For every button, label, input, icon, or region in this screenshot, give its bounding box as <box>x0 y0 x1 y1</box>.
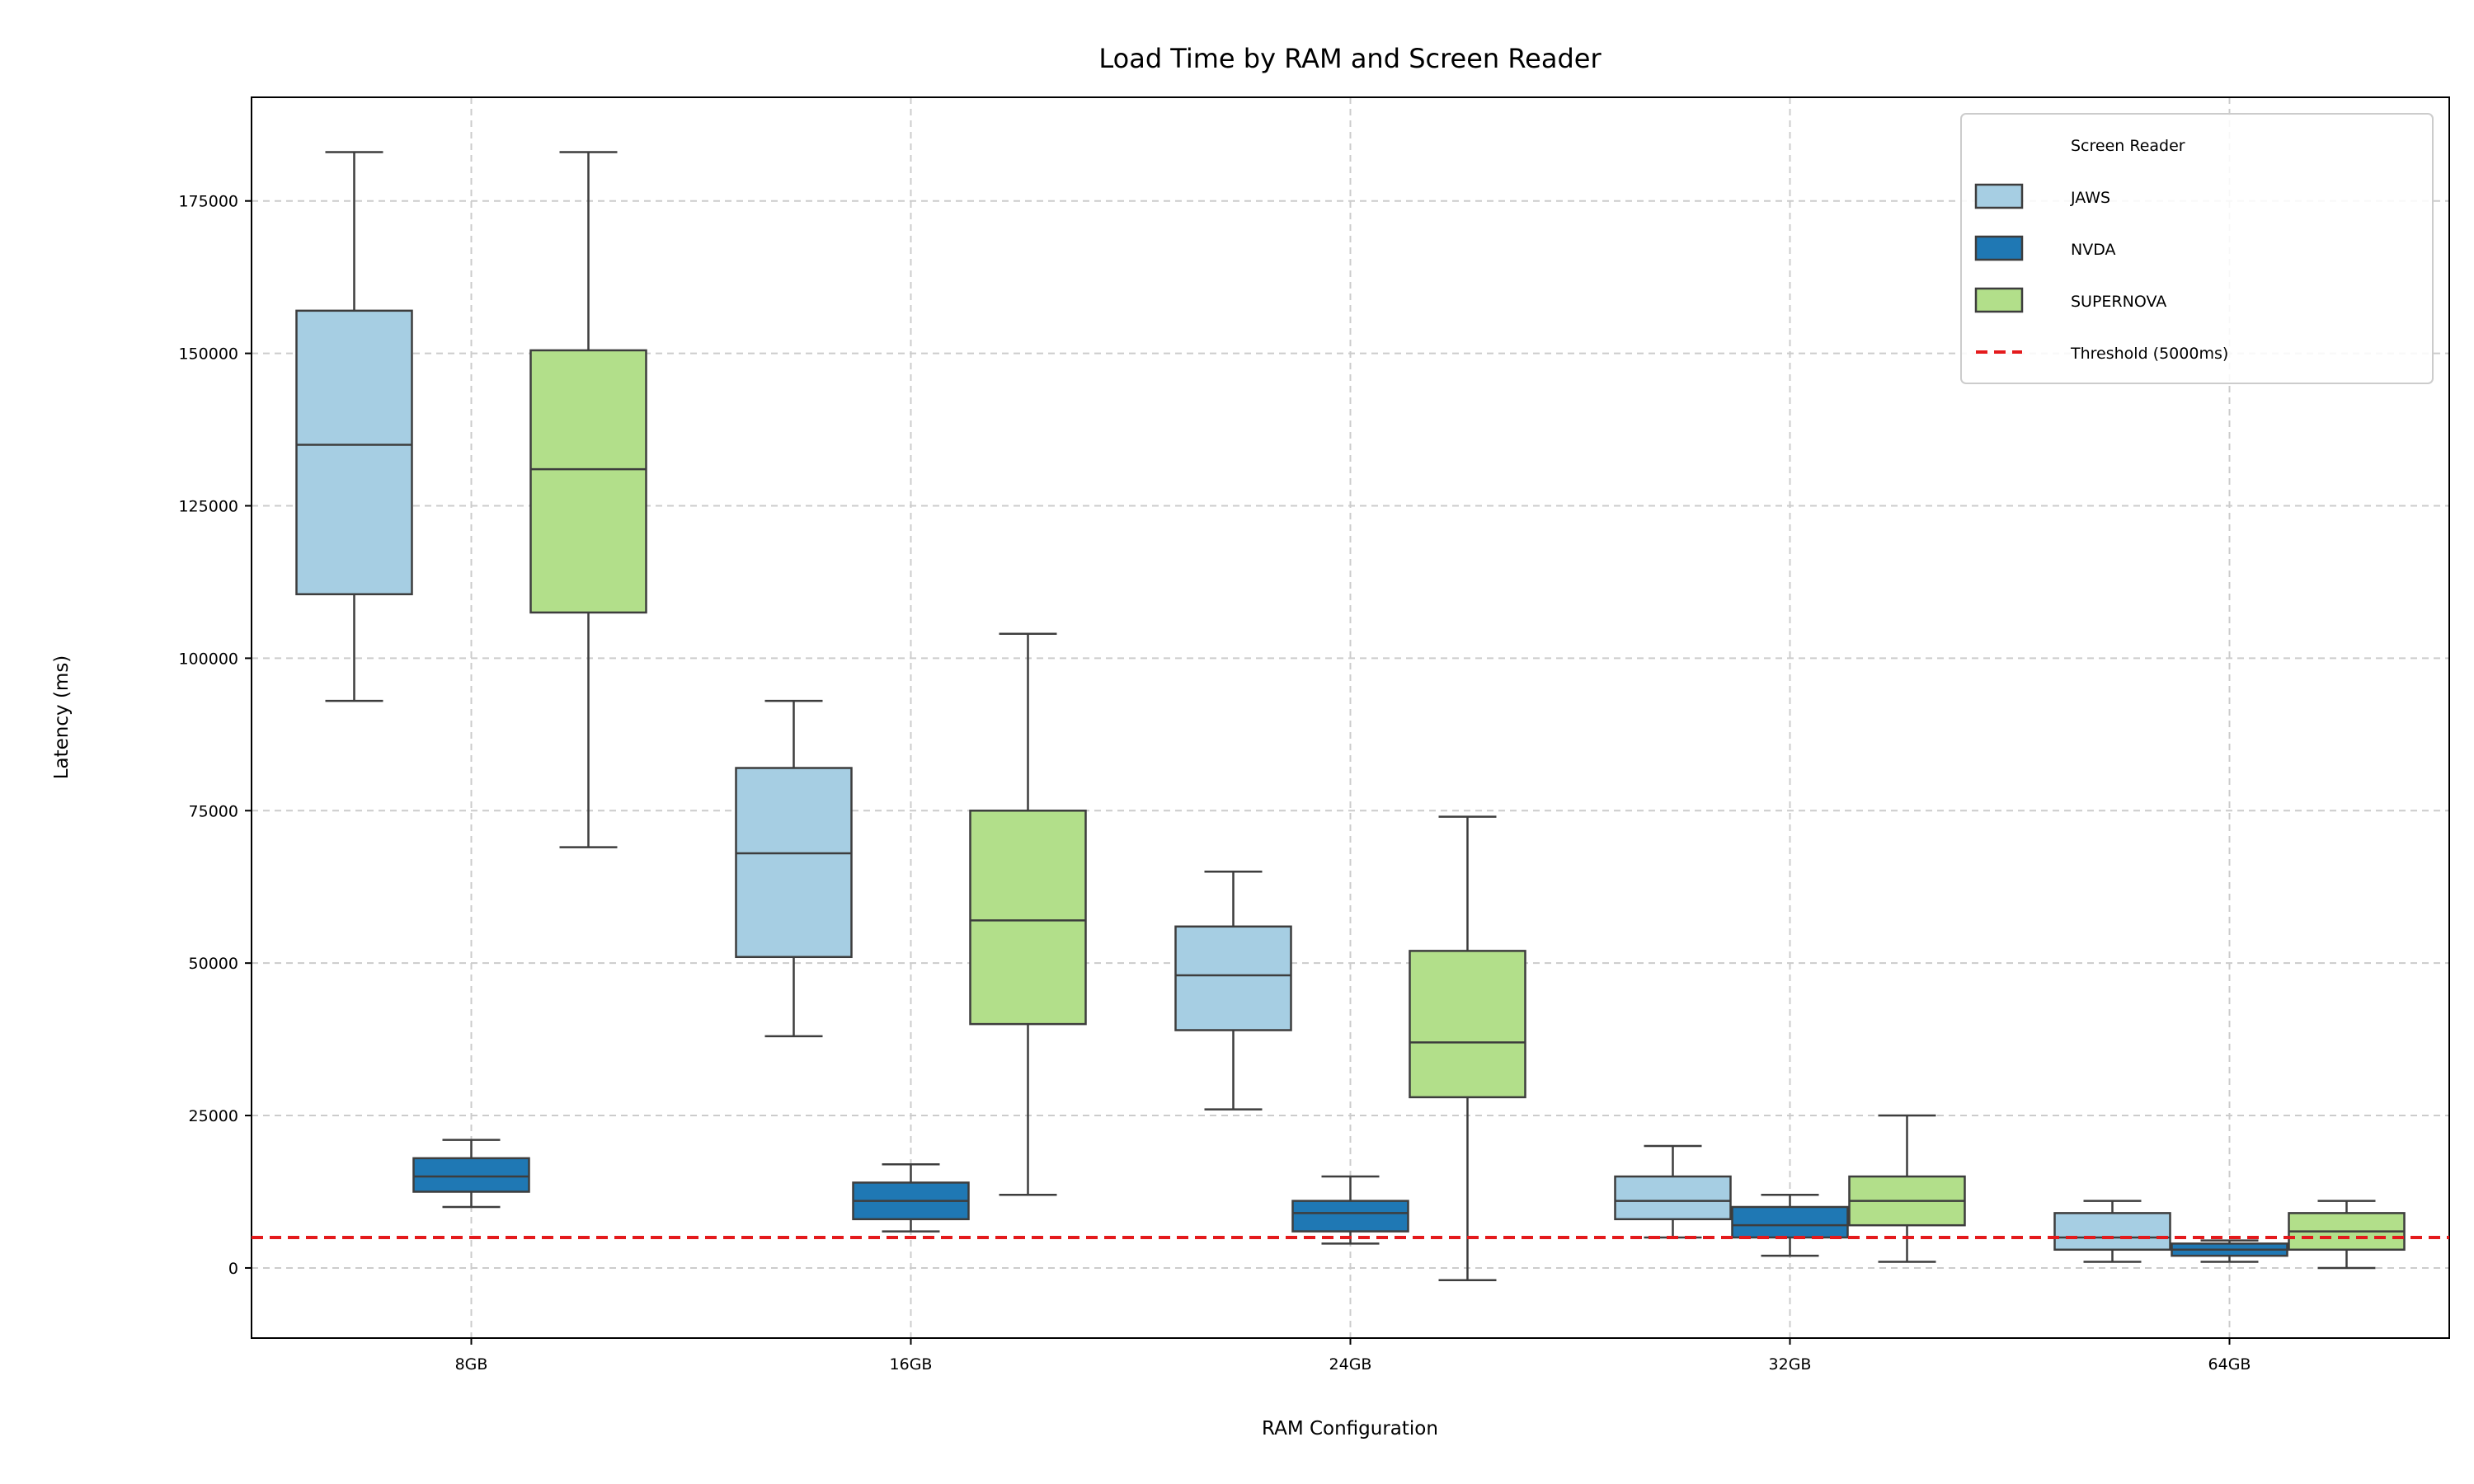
box-jaws-64gb <box>2053 1200 2171 1263</box>
box-iqr <box>735 767 853 959</box>
box-iqr <box>969 810 1087 1026</box>
box-supernova-8gb <box>529 151 647 848</box>
box-supernova-64gb <box>2288 1200 2406 1270</box>
x-tick-label: 24GB <box>1329 1355 1372 1374</box>
box-jaws-16gb <box>735 699 853 1038</box>
x-tick-label: 16GB <box>890 1355 933 1374</box>
box-nvda-16gb <box>852 1162 970 1233</box>
box-iqr <box>295 309 413 595</box>
box-iqr <box>2053 1212 2171 1252</box>
box-jaws-24gb <box>1174 870 1292 1111</box>
legend-label-nvda: NVDA <box>2071 241 2116 259</box>
chart-title: Load Time by RAM and Screen Reader <box>1098 43 1602 74</box>
box-supernova-24gb <box>1409 815 1526 1281</box>
box-nvda-8gb <box>412 1139 530 1209</box>
legend-swatch-jaws <box>1974 183 2024 209</box>
x-tick-label: 64GB <box>2208 1355 2251 1374</box>
legend-box <box>1960 113 2434 384</box>
y-tick-label: 0 <box>228 1260 238 1278</box>
box-iqr <box>412 1157 530 1193</box>
legend-swatch-supernova <box>1974 287 2024 313</box>
ticks: 0 25000 50000 75000 100000 125000 150000 175000… <box>178 193 2251 1374</box>
y-tick-label: 75000 <box>189 802 238 820</box>
legend-label-jaws: JAWS <box>2070 189 2110 207</box>
x-tick-label: 32GB <box>1769 1355 1812 1374</box>
boxes <box>295 151 2406 1281</box>
y-tick-label: 100000 <box>178 650 238 668</box>
box-iqr <box>1731 1205 1849 1239</box>
grid <box>252 97 2449 1338</box>
box-jaws-8gb <box>295 151 413 702</box>
x-tick-label: 8GB <box>455 1355 488 1374</box>
box-nvda-32gb <box>1731 1193 1849 1257</box>
box-nvda-24gb <box>1291 1175 1409 1245</box>
y-tick-label: 25000 <box>189 1107 238 1125</box>
legend-label-supernova: SUPERNOVA <box>2071 293 2166 311</box>
x-axis-label: RAM Configuration <box>1262 1418 1438 1439</box>
box-iqr <box>1174 925 1292 1031</box>
legend-label-threshold: Threshold (5000ms) <box>2070 345 2228 363</box>
y-axis-label: Latency (ms) <box>51 655 73 780</box>
y-tick-label: 175000 <box>178 193 238 211</box>
y-tick-label: 150000 <box>178 345 238 364</box>
box-iqr <box>529 349 647 614</box>
box-nvda-64gb <box>2171 1239 2288 1263</box>
box-iqr <box>1409 950 1526 1099</box>
legend: Screen Reader JAWS NVDA SUPERNOVA Threshold … <box>1960 113 2434 384</box>
box-supernova-32gb <box>1848 1114 1966 1263</box>
legend-title: Screen Reader <box>2071 137 2185 155</box>
box-jaws-32gb <box>1614 1144 1732 1239</box>
box-iqr <box>1291 1200 1409 1233</box>
y-tick-label: 125000 <box>178 498 238 516</box>
y-tick-label: 50000 <box>189 955 238 973</box>
box-supernova-16gb <box>969 632 1087 1196</box>
legend-swatch-nvda <box>1974 235 2024 261</box>
box-iqr <box>1614 1175 1732 1221</box>
